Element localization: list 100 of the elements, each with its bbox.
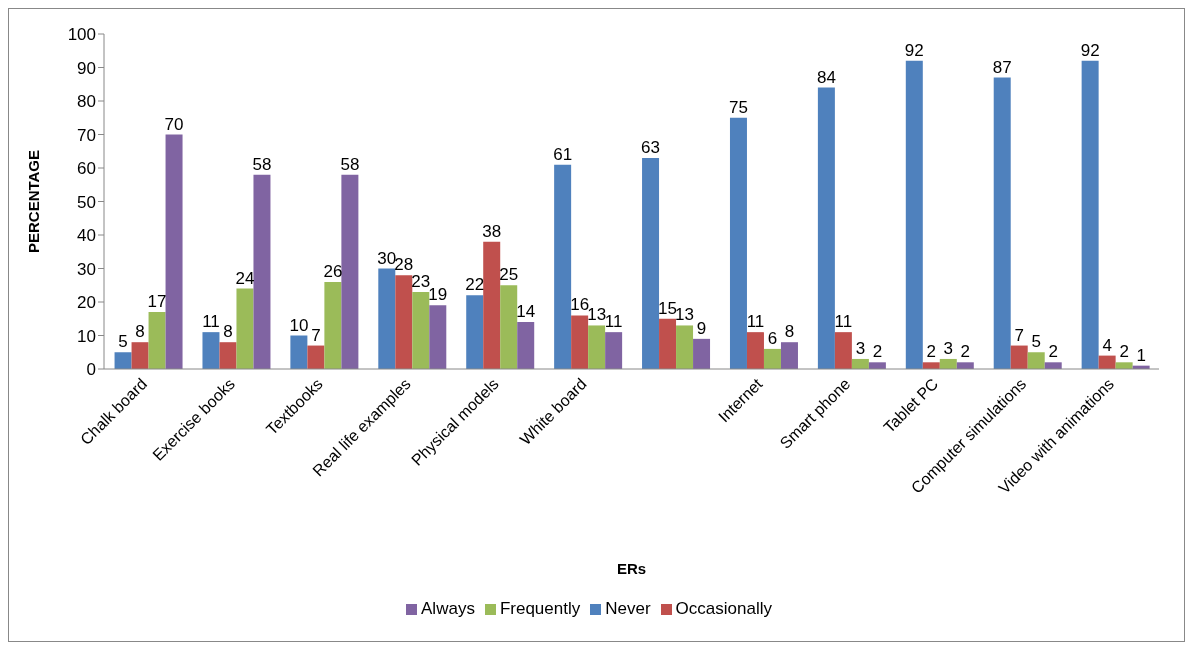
y-tick-label: 90 — [77, 58, 96, 78]
data-label: 11 — [834, 312, 853, 332]
bar — [307, 345, 325, 369]
data-label: 2 — [1119, 342, 1129, 362]
bar — [236, 288, 254, 369]
bar — [341, 174, 359, 369]
data-label: 7 — [1014, 325, 1024, 345]
bar — [659, 318, 677, 369]
bar — [834, 332, 852, 369]
bar — [676, 325, 694, 369]
data-label: 25 — [499, 265, 519, 285]
data-label: 14 — [516, 302, 536, 322]
data-label: 17 — [147, 292, 167, 312]
bar — [1027, 352, 1045, 369]
bar — [605, 332, 623, 369]
y-tick-label: 30 — [77, 259, 96, 279]
data-label: 5 — [118, 332, 128, 352]
data-label: 26 — [323, 261, 343, 281]
data-label: 19 — [428, 285, 448, 305]
y-tick-label: 70 — [77, 125, 96, 145]
data-label: 75 — [729, 97, 748, 117]
data-label: 87 — [992, 57, 1012, 77]
bar — [554, 164, 572, 369]
data-label: 63 — [641, 137, 661, 157]
bar — [780, 342, 798, 369]
data-label: 58 — [252, 154, 272, 174]
bar — [131, 342, 149, 369]
data-label: 8 — [784, 322, 795, 342]
y-tick-label: 60 — [77, 159, 96, 179]
data-label: 8 — [135, 322, 145, 342]
bar — [395, 275, 413, 369]
legend-label: Never — [605, 599, 651, 618]
data-label: 30 — [377, 248, 397, 268]
data-label: 2 — [960, 342, 971, 362]
data-label: 24 — [235, 268, 255, 288]
bar — [290, 335, 308, 369]
data-label: 15 — [658, 298, 678, 318]
bar — [571, 315, 589, 369]
bar — [517, 322, 535, 369]
legend-label: Always — [421, 599, 475, 618]
bar — [114, 352, 132, 369]
bar — [905, 60, 923, 369]
bar — [993, 77, 1011, 369]
bar — [148, 312, 166, 369]
data-label: 2 — [926, 342, 937, 362]
bar — [324, 281, 342, 369]
y-tick-label: 100 — [67, 25, 96, 45]
data-label: 23 — [411, 271, 431, 291]
data-label: 22 — [465, 275, 485, 295]
y-tick-label: 80 — [77, 92, 96, 112]
data-label: 92 — [904, 40, 924, 60]
data-label: 7 — [311, 325, 321, 345]
data-label: 1 — [1136, 345, 1146, 365]
data-label: 11 — [746, 312, 765, 332]
bar — [763, 348, 781, 369]
data-label: 3 — [943, 338, 954, 358]
bar — [642, 157, 660, 369]
bar — [817, 87, 835, 369]
data-label: 58 — [340, 154, 360, 174]
bar — [429, 305, 447, 369]
y-tick-label: 20 — [77, 293, 96, 313]
y-tick-label: 0 — [86, 360, 96, 380]
bar — [483, 241, 501, 369]
data-label: 92 — [1080, 40, 1100, 60]
legend-label: Occasionally — [675, 599, 772, 618]
bar — [746, 332, 764, 369]
bar — [693, 338, 711, 369]
data-label: 3 — [855, 338, 866, 358]
bar — [1081, 60, 1099, 369]
data-label: 4 — [1102, 335, 1112, 355]
data-label: 8 — [223, 322, 233, 342]
bar — [412, 291, 430, 369]
data-label: 9 — [696, 318, 707, 338]
bar — [500, 285, 518, 369]
bar — [729, 117, 747, 369]
data-label: 10 — [289, 315, 309, 335]
data-label: 70 — [164, 114, 184, 134]
data-label: 13 — [675, 305, 695, 325]
data-label: 2 — [872, 342, 883, 362]
bar — [202, 332, 220, 369]
bar — [165, 134, 183, 369]
data-label: 38 — [482, 221, 502, 241]
y-tick-label: 50 — [77, 192, 96, 212]
bar — [219, 342, 237, 369]
bar — [253, 174, 271, 369]
data-label: 5 — [1031, 332, 1041, 352]
data-label: 6 — [767, 328, 778, 348]
bar — [1010, 345, 1028, 369]
data-label: 16 — [570, 295, 590, 315]
y-axis-title: PERCENTAGE — [25, 149, 43, 254]
data-label: 61 — [553, 144, 573, 164]
data-label: 84 — [816, 67, 836, 87]
x-axis-title: ERs — [616, 560, 647, 577]
data-label: 11 — [202, 312, 220, 332]
y-tick-label: 40 — [77, 226, 96, 246]
bar — [466, 295, 484, 369]
data-label: 2 — [1048, 342, 1058, 362]
bar — [378, 268, 396, 369]
y-tick-label: 10 — [77, 326, 96, 346]
legend-label: Frequently — [499, 599, 581, 618]
